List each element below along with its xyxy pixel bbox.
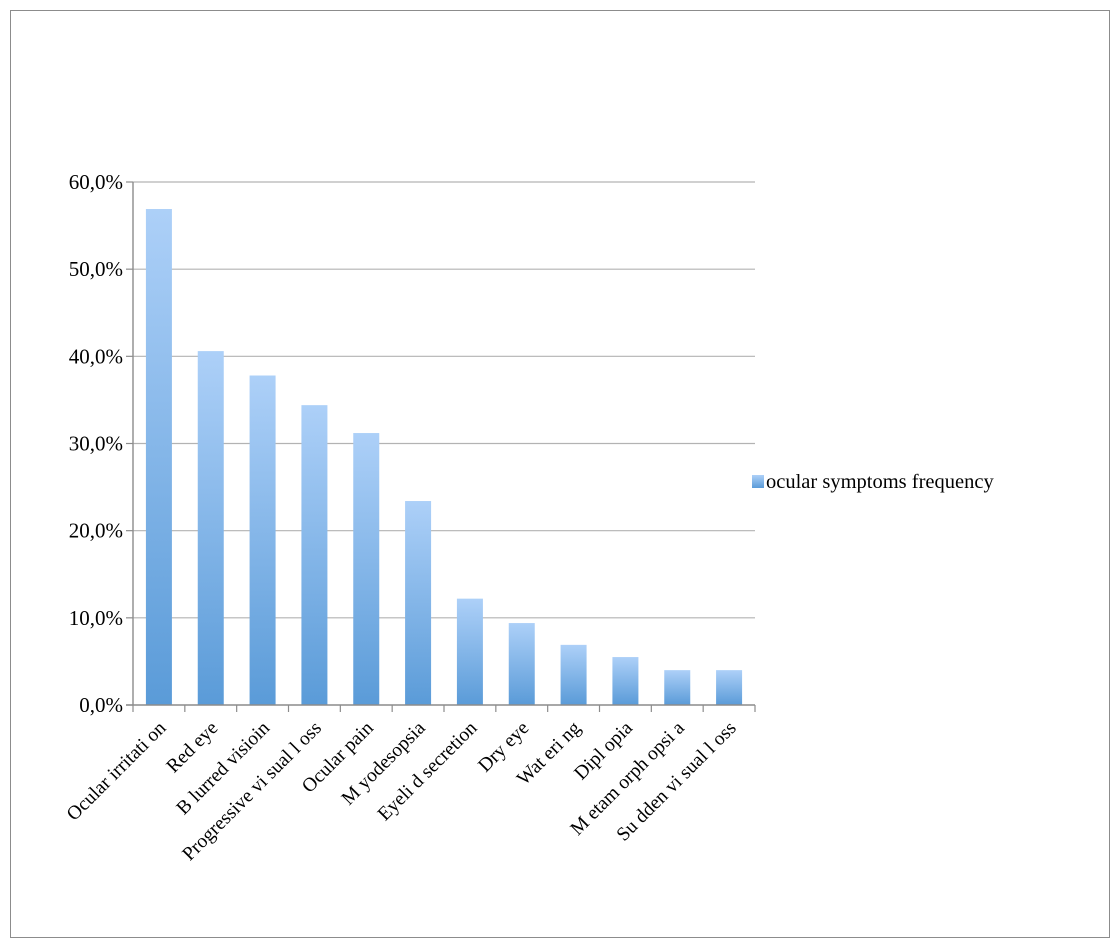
y-tick-label: 20,0% bbox=[69, 519, 123, 543]
bar bbox=[301, 405, 328, 705]
y-tick-label: 40,0% bbox=[69, 344, 123, 368]
x-category-label: B lurred visioin bbox=[173, 718, 275, 820]
bar bbox=[197, 351, 224, 705]
bar bbox=[612, 657, 639, 705]
legend-swatch bbox=[752, 475, 764, 488]
bar bbox=[353, 433, 380, 705]
legend: ocular symptoms frequency bbox=[752, 471, 994, 493]
gridlines bbox=[133, 181, 755, 619]
bar bbox=[145, 209, 172, 705]
y-tick-labels: 0,0% 10,0% 20,0% 30,0% 40,0% 50,0% 60,0% bbox=[69, 170, 133, 717]
y-tick-label: 0,0% bbox=[79, 693, 123, 717]
y-tick-label: 10,0% bbox=[69, 606, 123, 630]
bar bbox=[664, 670, 691, 705]
x-category-label: Ocular irritati on bbox=[63, 718, 171, 826]
bar bbox=[716, 670, 743, 705]
bar bbox=[456, 598, 483, 705]
bars bbox=[145, 209, 743, 705]
y-tick-label: 30,0% bbox=[69, 432, 123, 456]
y-tick-label: 50,0% bbox=[69, 257, 123, 281]
chart-frame bbox=[10, 10, 1110, 938]
bar bbox=[560, 644, 587, 705]
bar bbox=[508, 623, 535, 705]
bar bbox=[249, 375, 276, 705]
legend-label: ocular symptoms frequency bbox=[766, 471, 994, 493]
y-tick-label: 60,0% bbox=[69, 170, 123, 194]
bar bbox=[405, 501, 432, 705]
